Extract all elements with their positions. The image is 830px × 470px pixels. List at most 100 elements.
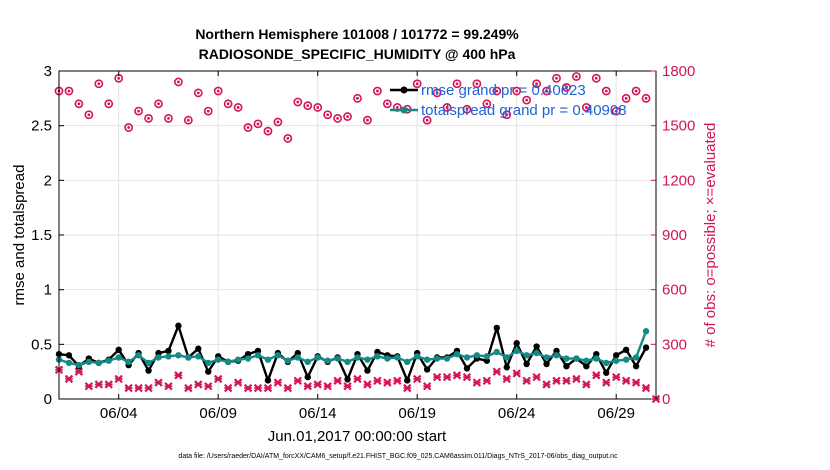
possible-obs-marker-dot bbox=[594, 76, 598, 80]
grid bbox=[59, 70, 656, 400]
evaluated-obs-marker bbox=[383, 378, 392, 387]
evaluated-obs-marker bbox=[403, 383, 412, 393]
evaluated-obs-marker bbox=[621, 376, 631, 385]
possible-obs-marker-dot bbox=[565, 86, 568, 89]
totalspread-point bbox=[603, 359, 610, 367]
y-tick-label: 1 bbox=[44, 282, 52, 299]
evaluated-obs-marker bbox=[363, 380, 372, 389]
rmse-point bbox=[513, 340, 520, 347]
possible-obs-marker bbox=[164, 113, 173, 123]
possible-obs-marker bbox=[522, 95, 532, 105]
x-tick-label: 06/24 bbox=[498, 405, 536, 422]
x-tick-label: 06/14 bbox=[299, 405, 337, 422]
possible-obs-marker-dot bbox=[614, 109, 618, 113]
totalspread-point bbox=[533, 349, 540, 357]
possible-obs-marker-dot bbox=[266, 129, 270, 133]
possible-obs-marker bbox=[303, 101, 313, 111]
possible-obs-marker bbox=[432, 88, 442, 98]
possible-obs-marker-dot bbox=[286, 137, 290, 140]
possible-obs-marker-dot bbox=[415, 82, 419, 86]
possible-obs-marker-dot bbox=[216, 89, 220, 93]
possible-obs-marker bbox=[462, 104, 472, 114]
evaluated-obs-marker bbox=[602, 378, 611, 387]
y-tick-label: 2 bbox=[44, 172, 52, 189]
rmse-point bbox=[543, 360, 550, 368]
possible-obs-marker-dot bbox=[177, 80, 180, 84]
y2-tick-label: 1200 bbox=[662, 172, 695, 189]
possible-obs-marker bbox=[482, 99, 492, 109]
evaluated-obs-marker bbox=[273, 378, 283, 387]
rmse-point bbox=[533, 343, 540, 350]
totalspread-point bbox=[165, 353, 172, 360]
possible-obs-marker bbox=[472, 79, 482, 89]
evaluated-obs-marker bbox=[641, 383, 651, 393]
possible-obs-marker bbox=[343, 112, 352, 121]
totalspread-point bbox=[583, 357, 590, 364]
evaluated-obs-marker bbox=[432, 372, 442, 382]
possible-obs-marker bbox=[173, 77, 183, 87]
evaluated-obs-marker bbox=[572, 374, 581, 384]
possible-obs-marker bbox=[492, 86, 502, 96]
totalspread-point bbox=[135, 352, 142, 359]
possible-obs-marker bbox=[422, 115, 432, 125]
possible-obs-marker bbox=[94, 79, 104, 89]
x-axis: 06/04 06/09 06/14 06/19 06/24 06/29 bbox=[100, 71, 635, 422]
possible-obs-marker bbox=[502, 110, 512, 120]
possible-obs-marker-dot bbox=[366, 118, 369, 122]
possible-obs-marker-dot bbox=[67, 89, 71, 93]
possible-obs-marker-dot bbox=[465, 107, 469, 111]
evaluated-obs-marker bbox=[562, 376, 571, 385]
possible-obs-marker-dot bbox=[276, 120, 280, 124]
totalspread-point bbox=[443, 355, 451, 362]
possible-obs-marker-dot bbox=[186, 118, 190, 122]
y-tick-label: 0 bbox=[44, 391, 52, 408]
totalspread-point bbox=[453, 350, 461, 358]
totalspread-point bbox=[274, 352, 282, 359]
possible-obs-marker bbox=[631, 86, 641, 96]
legend: rmse grand pr = 0.40623 totalspread gran… bbox=[390, 82, 627, 119]
totalspread-point bbox=[364, 356, 371, 363]
x-tick-label: 06/09 bbox=[199, 405, 237, 422]
totalspread-point bbox=[414, 353, 421, 360]
evaluated-obs-marker bbox=[303, 382, 312, 391]
totalspread-point bbox=[493, 348, 500, 356]
totalspread-point bbox=[224, 358, 232, 366]
possible-obs-marker bbox=[64, 86, 74, 96]
possible-obs-marker-dot bbox=[306, 104, 310, 108]
possible-obs-marker bbox=[134, 106, 143, 116]
possible-obs-marker bbox=[611, 106, 621, 116]
possible-obs-marker-dot bbox=[196, 91, 200, 95]
chart-subtitle: RADIOSONDE_SPECIFIC_HUMIDITY @ 400 hPa bbox=[199, 46, 516, 62]
y-tick-label: 3 bbox=[44, 63, 52, 80]
totalspread-point bbox=[503, 354, 510, 361]
totalspread-point bbox=[95, 359, 103, 367]
evaluated-obs-marker bbox=[64, 374, 74, 384]
evaluated-obs-marker bbox=[283, 383, 293, 393]
rmse-point bbox=[195, 345, 202, 352]
y-tick-label: 0.5 bbox=[31, 336, 52, 353]
possible-obs-marker-dot bbox=[624, 96, 628, 100]
evaluated-obs-marker bbox=[532, 372, 541, 382]
evaluated-obs-marker bbox=[333, 376, 342, 385]
evaluated-obs-marker bbox=[233, 378, 243, 387]
possible-obs-marker-dot bbox=[644, 96, 648, 100]
y-axis-left: 0 0.5 1 1.5 2 2.5 3 bbox=[31, 63, 64, 408]
totalspread-point bbox=[642, 328, 650, 335]
possible-obs-marker-dot bbox=[137, 109, 141, 113]
rmse-point bbox=[523, 360, 530, 368]
possible-obs-marker bbox=[293, 97, 303, 107]
totalspread-point bbox=[284, 357, 292, 364]
possible-obs-marker-dot bbox=[147, 116, 150, 120]
possible-obs-marker bbox=[333, 113, 342, 123]
totalspread-point bbox=[394, 354, 401, 361]
evaluated-obs-marker bbox=[522, 376, 531, 385]
possible-obs-marker bbox=[353, 93, 362, 103]
evaluated-obs-marker bbox=[214, 374, 223, 384]
evaluated-obs-marker bbox=[144, 383, 153, 393]
rmse-point bbox=[553, 347, 560, 355]
possible-obs-marker bbox=[144, 113, 153, 123]
totalspread-point bbox=[185, 354, 192, 361]
totalspread-point bbox=[593, 355, 600, 362]
possible-obs-marker-dot bbox=[545, 89, 548, 93]
rmse-point bbox=[642, 344, 650, 351]
